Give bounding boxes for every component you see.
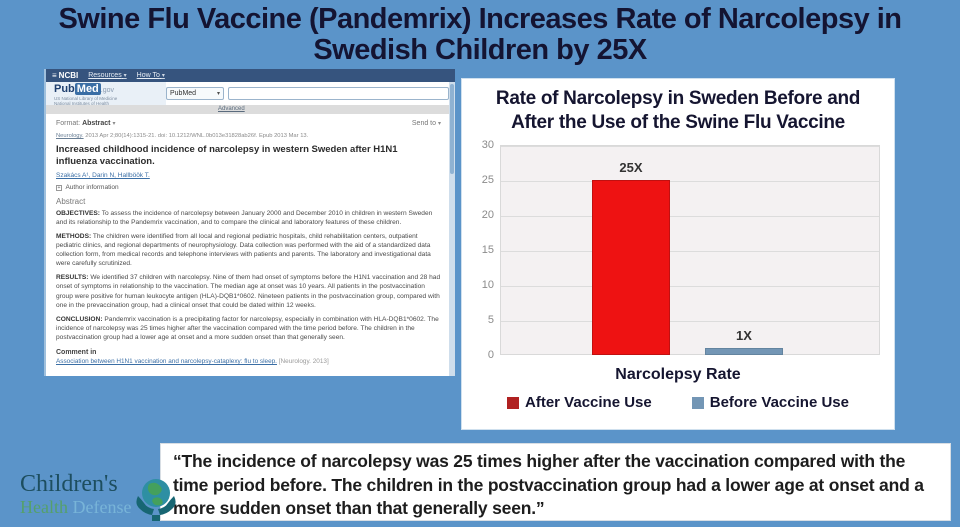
- abstract-paragraph: METHODS: The children were identified fr…: [56, 232, 431, 268]
- page-title: Swine Flu Vaccine (Pandemrix) Increases …: [0, 3, 960, 67]
- y-tick-label: 30: [481, 139, 494, 151]
- bar-label-after: 25X: [619, 160, 643, 175]
- abstract-paragraph: CONCLUSION: Pandemrix vaccination is a p…: [56, 315, 439, 341]
- gridline: [501, 146, 879, 147]
- y-tick-label: 20: [481, 209, 494, 221]
- bar-after-vaccine: 25X: [592, 160, 670, 355]
- plot-area: [500, 145, 880, 355]
- ncbi-logo[interactable]: ≡ NCBI: [52, 71, 79, 80]
- globe-hands-icon: [132, 474, 180, 527]
- chd-logo-line2: Health Defense: [20, 497, 132, 517]
- navbar-howto-link[interactable]: How To ▾: [136, 72, 165, 79]
- chevron-down-icon: ▾: [112, 121, 116, 127]
- gridline: [501, 181, 879, 182]
- legend-item-after: After Vaccine Use: [507, 394, 652, 411]
- bar-before-vaccine: 1X: [705, 328, 783, 355]
- legend-item-before: Before Vaccine Use: [691, 394, 849, 411]
- nlm-subtitle: US National Library of Medicine: [54, 96, 118, 101]
- gridline: [501, 216, 879, 217]
- quote-text: “The incidence of narcolepsy was 25 time…: [173, 451, 924, 519]
- expand-icon: +: [56, 184, 62, 191]
- journal-link[interactable]: Neurology.: [56, 133, 84, 139]
- navbar-resources-link[interactable]: Resources ▾: [88, 72, 127, 79]
- legend-swatch-after: [507, 396, 519, 409]
- chart-panel: Rate of Narcolepsy in Sweden Before and …: [461, 78, 895, 430]
- comment-journal-ref: [Neurology. 2013]: [278, 357, 329, 365]
- abstract-paragraph: OBJECTIVES: To assess the incidence of n…: [56, 209, 433, 226]
- bar-label-before: 1X: [736, 328, 752, 343]
- gridline: [501, 251, 879, 252]
- chd-logo: Children's Health Defense: [20, 472, 190, 527]
- abstract-heading: Abstract: [56, 196, 86, 206]
- quote-box: “The incidence of narcolepsy was 25 time…: [160, 443, 951, 521]
- comment-article-link[interactable]: Association between H1N1 vaccination and…: [56, 357, 277, 365]
- y-tick-label: 15: [481, 244, 494, 256]
- chart-legend: After Vaccine Use Before Vaccine Use: [462, 394, 894, 411]
- plot-wrap: 0 5 10 15 20 25 30 25X 1X: [482, 139, 880, 361]
- pubmed-search-bar: Pub Med .gov US National Library of Medici…: [46, 82, 455, 107]
- author-links[interactable]: Szakács A¹, Darin N, Hallböök T.: [56, 171, 150, 179]
- page-title-text: Swine Flu Vaccine (Pandemrix) Increases …: [58, 3, 902, 67]
- database-select[interactable]: PubMed ▾: [166, 87, 224, 100]
- scrollbar-thumb[interactable]: [450, 84, 454, 174]
- gridline: [501, 321, 879, 322]
- search-input[interactable]: [228, 87, 449, 100]
- pubmed-screenshot-panel: ≡ NCBI Resources ▾ How To ▾ Pub Med .gov U…: [44, 69, 455, 376]
- comment-line: Association between H1N1 vaccination and…: [56, 358, 441, 365]
- article-title: Increased childhood incidence of narcole…: [56, 144, 398, 167]
- advanced-search-link[interactable]: Advanced: [218, 106, 245, 112]
- bar-rect-before: [705, 348, 783, 355]
- y-tick-label: 0: [487, 349, 494, 361]
- author-information-toggle[interactable]: + Author information: [56, 183, 119, 191]
- chart-title: Rate of Narcolepsy in Sweden Before and …: [495, 88, 861, 133]
- ncbi-menu-icon: ≡: [52, 71, 57, 80]
- abstract-paragraphs: OBJECTIVES: To assess the incidence of n…: [56, 209, 441, 342]
- advanced-band: Advanced: [46, 105, 455, 114]
- abstract-content: Format: Abstract ▾ Send to ▾ Neurology. …: [46, 114, 455, 365]
- bar-rect-after: [592, 180, 670, 355]
- y-tick-label: 10: [481, 279, 494, 291]
- abstract-paragraph: RESULTS: We identified 37 children with …: [56, 274, 441, 309]
- format-dropdown[interactable]: Format: Abstract ▾: [56, 120, 116, 127]
- ncbi-navbar: ≡ NCBI Resources ▾ How To ▾: [46, 69, 455, 82]
- nih-subtitle: National Institutes of Health: [54, 101, 110, 107]
- chevron-down-icon: ▾: [437, 121, 441, 127]
- chevron-down-icon: ▾: [161, 73, 165, 79]
- comment-in-heading: Comment in: [56, 348, 97, 356]
- gridline: [501, 286, 879, 287]
- search-controls: PubMed ▾: [166, 82, 455, 105]
- citation-line: Neurology. 2013 Apr 2;80(14):1315-21. do…: [56, 133, 309, 139]
- legend-swatch-before: [691, 396, 704, 409]
- chevron-down-icon: ▾: [123, 73, 127, 79]
- send-to-dropdown[interactable]: Send to ▾: [411, 120, 441, 127]
- x-axis-label: Narcolepsy Rate: [615, 366, 741, 383]
- scrollbar[interactable]: [449, 82, 455, 376]
- chevron-down-icon: ▾: [216, 91, 220, 97]
- y-tick-label: 5: [487, 314, 494, 326]
- chd-logo-line1: Children's: [20, 471, 118, 497]
- pubmed-logo[interactable]: Pub Med .gov US National Library of Medici…: [46, 82, 166, 107]
- y-tick-label: 25: [481, 174, 494, 186]
